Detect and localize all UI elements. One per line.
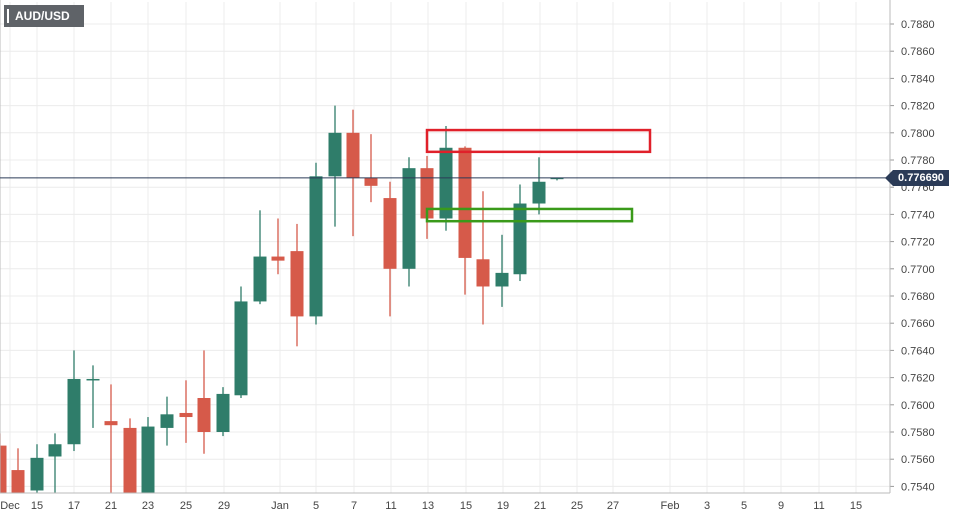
candle-body (104, 421, 118, 426)
y-tick-label: 0.7600 (901, 400, 935, 412)
candle-body (420, 168, 434, 219)
x-tick-label: 7 (351, 500, 357, 512)
candle-body (290, 251, 304, 317)
candle-body (179, 412, 193, 418)
price-pointer-icon (885, 170, 893, 186)
candle-body (86, 378, 100, 381)
y-tick-label: 0.7720 (901, 237, 935, 249)
x-tick-label: 25 (180, 500, 192, 512)
x-tick-label: Jan (271, 500, 289, 512)
x-tick-label: 5 (313, 500, 319, 512)
candle-body (495, 272, 509, 287)
x-tick-label: 19 (497, 500, 509, 512)
candle-body (234, 301, 248, 396)
candle-body (513, 203, 527, 275)
candle-body (11, 470, 25, 493)
symbol-badge: AUD/USD (4, 5, 84, 27)
candle-body (383, 198, 397, 269)
y-tick-label: 0.7640 (901, 345, 935, 357)
resistance-zone-box (425, 128, 652, 154)
support-zone-box (425, 207, 634, 223)
x-tick-label: 17 (68, 500, 80, 512)
badge-marker-icon (7, 9, 9, 23)
y-tick-label: 0.7780 (901, 155, 935, 167)
x-tick-label: 15 (850, 500, 862, 512)
x-tick-label: 27 (607, 500, 619, 512)
x-tick-label: 9 (778, 500, 784, 512)
x-tick-label: Dec (0, 500, 20, 512)
x-tick-label: 13 (422, 500, 434, 512)
x-tick-label: 21 (534, 500, 546, 512)
candle-body (309, 176, 323, 317)
candle-body (48, 444, 62, 457)
y-tick-label: 0.7820 (901, 101, 935, 113)
x-tick-label: 11 (813, 500, 824, 512)
grid-lines (0, 2, 890, 493)
candle-body (197, 398, 211, 432)
candle-body (160, 414, 174, 428)
candle-body (439, 147, 453, 219)
candle-body (271, 256, 285, 261)
candle-body (550, 177, 564, 180)
candles-layer (0, 105, 564, 493)
candle-body (216, 393, 230, 432)
candle-body (476, 259, 490, 287)
y-tick-label: 0.7660 (901, 318, 935, 330)
x-tick-label: 11 (385, 500, 396, 512)
annotation-boxes (425, 128, 652, 223)
candle-body (123, 427, 137, 493)
x-tick-label: Feb (661, 500, 680, 512)
candle-body (346, 132, 360, 178)
last-price-label: 0.776690 (898, 172, 944, 184)
y-tick-label: 0.7540 (901, 481, 935, 493)
x-tick-label: 23 (142, 500, 154, 512)
candle-body (364, 177, 378, 186)
y-tick-label: 0.7680 (901, 291, 935, 303)
y-tick-label: 0.7580 (901, 427, 935, 439)
candle-body (328, 132, 342, 177)
candle-body (402, 168, 416, 269)
y-tick-label: 0.7880 (901, 19, 935, 31)
symbol-label: AUD/USD (15, 9, 70, 23)
candle-body (67, 378, 81, 445)
candle-body (458, 147, 472, 258)
candle-body (0, 445, 7, 493)
x-tick-label: 5 (741, 500, 747, 512)
last-price-tag: 0.776690 (885, 170, 949, 186)
y-tick-label: 0.7740 (901, 209, 935, 221)
y-tick-label: 0.7840 (901, 73, 935, 85)
x-tick-label: 3 (704, 500, 710, 512)
y-tick-label: 0.7700 (901, 264, 935, 276)
candle-body (30, 457, 44, 491)
x-tick-label: 21 (105, 500, 117, 512)
y-tick-label: 0.7620 (901, 373, 935, 385)
y-tick-label: 0.7800 (901, 128, 935, 140)
candle-body (141, 426, 155, 493)
candle-body (532, 181, 546, 204)
candle-body (253, 256, 267, 302)
y-tick-label: 0.7860 (901, 46, 935, 58)
axes: 0.7540 0.7560 0.7580 0.7600 0.7620 0.7640 0.76… (0, 0, 935, 512)
y-tick-label: 0.7560 (901, 454, 935, 466)
x-tick-label: 29 (218, 500, 230, 512)
x-tick-label: 25 (571, 500, 583, 512)
x-tick-label: 15 (31, 500, 43, 512)
x-tick-label: 15 (460, 500, 472, 512)
